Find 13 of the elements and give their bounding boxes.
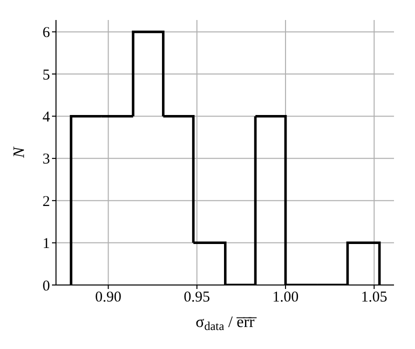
y-tick-label: 5 [42, 67, 50, 84]
y-tick-label: 3 [42, 152, 50, 168]
y-tick-label: 2 [42, 194, 50, 210]
y-tick-label: 6 [42, 25, 50, 42]
x-tick-label: 1.00 [272, 290, 299, 306]
x-tick-label: 0.95 [184, 290, 210, 306]
y-tick-label: 1 [42, 236, 50, 252]
y-tick-label: 0 [42, 278, 50, 294]
y-axis-title: N [11, 146, 28, 159]
x-tick-label: 1.05 [361, 290, 388, 306]
y-tick-label: 4 [42, 110, 50, 126]
x-axis-title: σ$_{data}$ / e̅r̅r̅ [196, 314, 258, 333]
x-tick-label: 0.90 [95, 290, 122, 306]
